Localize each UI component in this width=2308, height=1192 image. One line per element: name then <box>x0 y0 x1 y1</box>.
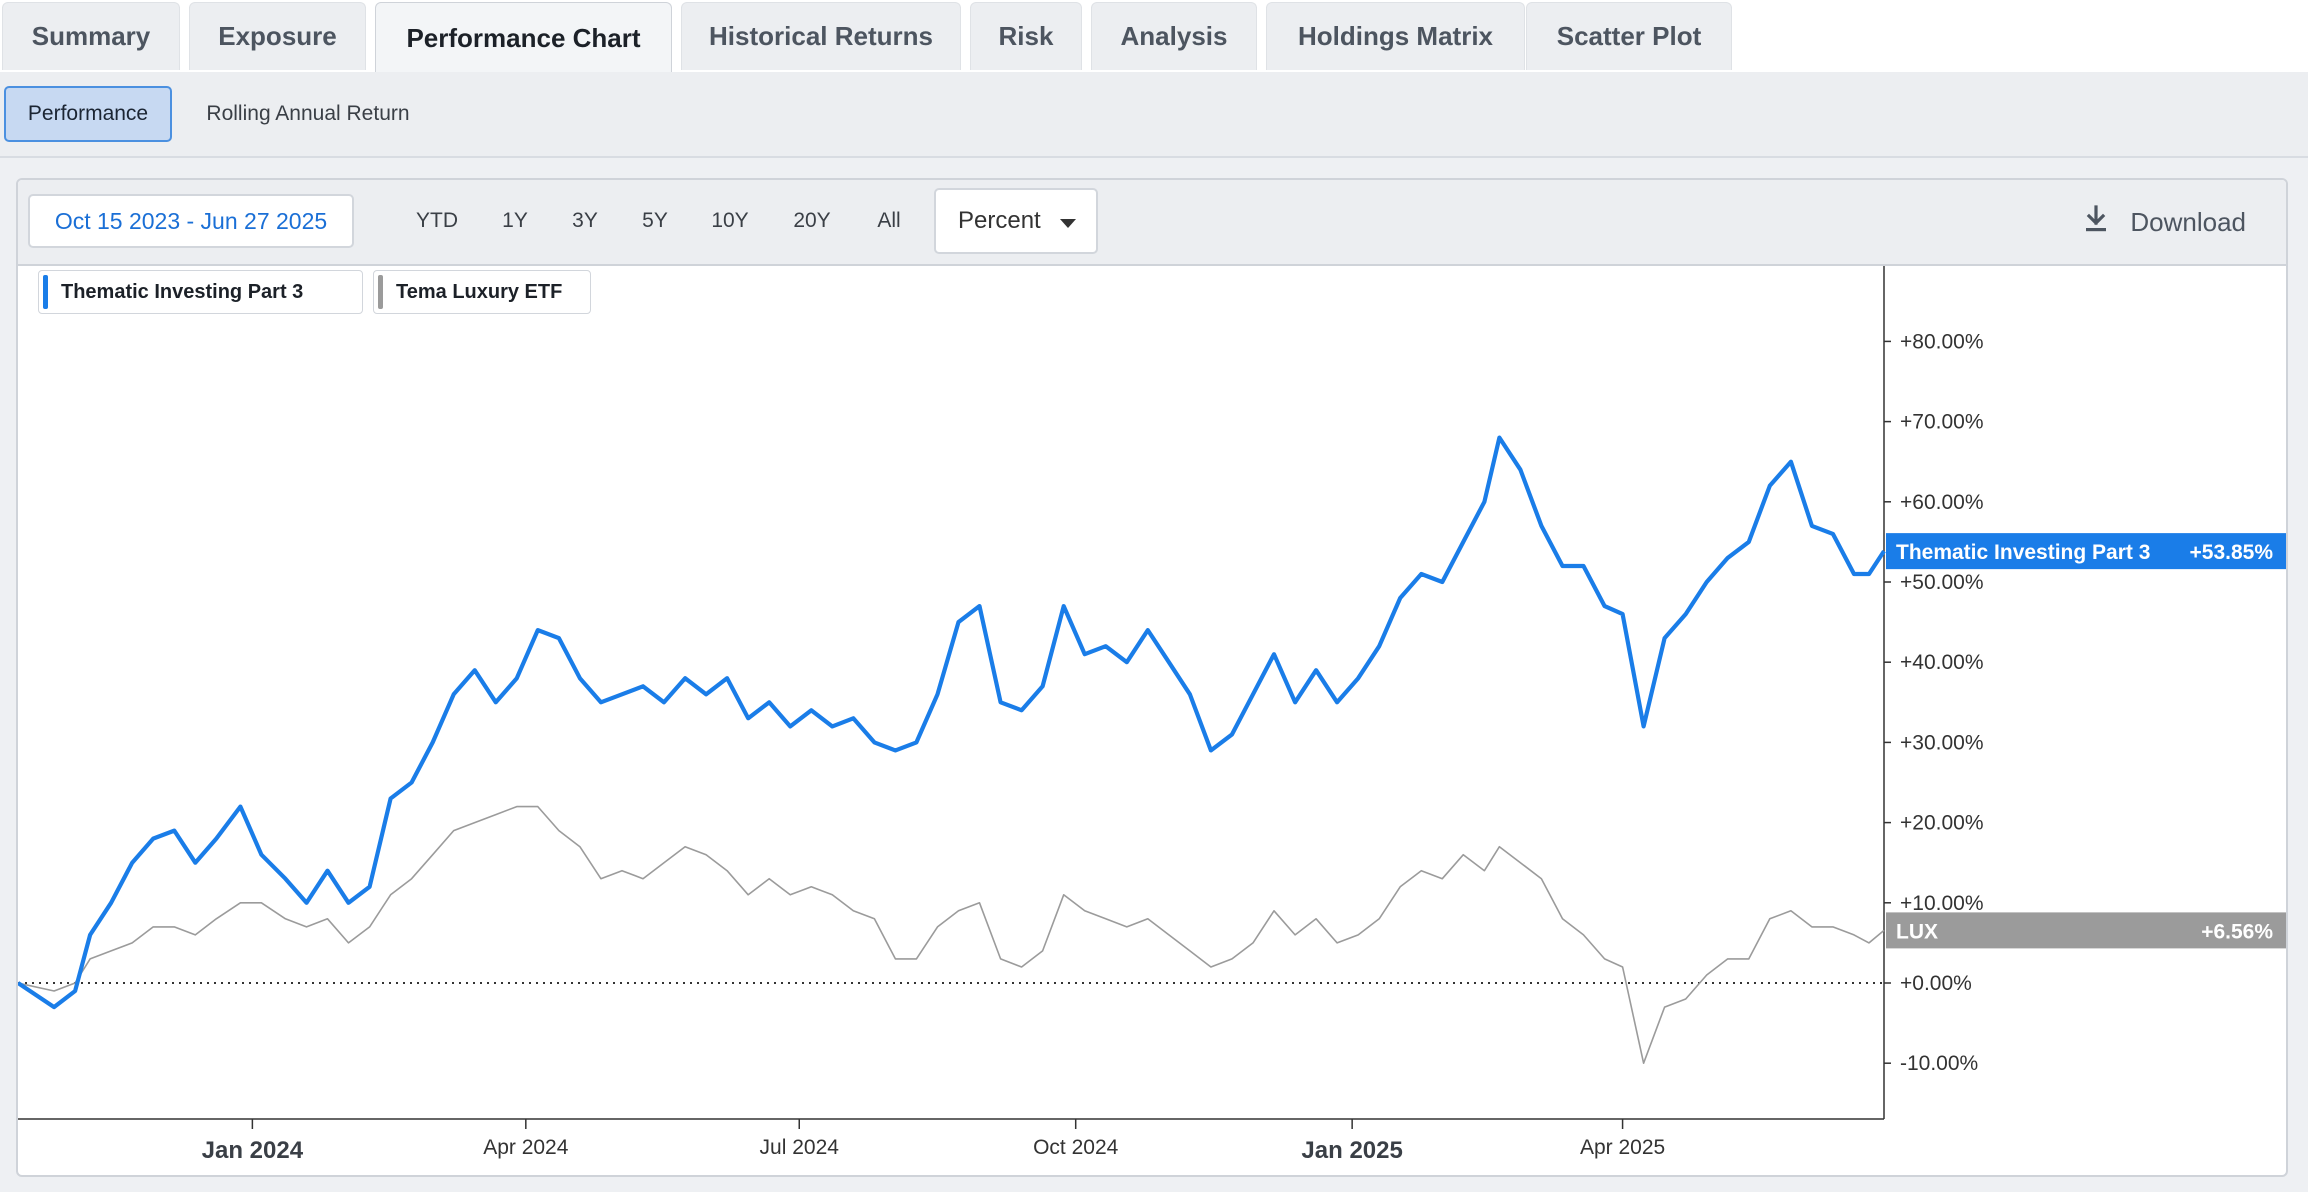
tab-risk[interactable]: Risk <box>970 2 1082 70</box>
last-value-tag-thematic-investing: Thematic Investing Part 3 +53.85% <box>1886 533 2286 570</box>
series-line-thematic-investing <box>18 435 1886 1010</box>
performance-line-chart: -10.00% +0.00% +10.00% +20.00% +30.00% +40.00… <box>18 266 2286 1164</box>
last-value-tag-value: +53.85% <box>2190 541 2274 564</box>
y-tick-label: +20.00% <box>1900 812 1984 835</box>
last-value-tag-value: +6.56% <box>2201 920 2273 943</box>
legend-label: Tema Luxury ETF <box>396 280 563 303</box>
tab-historical-returns[interactable]: Historical Returns <box>681 2 961 70</box>
y-tick-label: +30.00% <box>1900 731 1984 754</box>
sub-tab-bar: Performance Rolling Annual Return <box>0 72 2308 158</box>
legend-swatch-blue <box>43 275 48 309</box>
x-tick-label: Apr 2025 <box>1580 1136 1665 1159</box>
tab-performance-chart[interactable]: Performance Chart <box>375 2 672 74</box>
range-1y-button[interactable]: 1Y <box>502 209 528 232</box>
download-button[interactable]: Download <box>2084 194 2246 250</box>
last-value-tag-bg <box>1886 912 2286 949</box>
range-3y-button[interactable]: 3Y <box>572 209 598 232</box>
subtab-rolling-annual-return[interactable]: Rolling Annual Return <box>206 102 410 125</box>
x-tick-label: Apr 2024 <box>483 1136 569 1159</box>
x-tick-label: Jul 2024 <box>760 1136 840 1159</box>
last-value-tag-name: LUX <box>1896 920 1938 943</box>
legend-item-thematic-investing[interactable]: Thematic Investing Part 3 <box>38 270 363 314</box>
range-ytd-button[interactable]: YTD <box>416 209 458 232</box>
chart-panel: Oct 15 2023 - Jun 27 2025 YTD 1Y 3Y 5Y 1… <box>16 178 2288 1177</box>
y-tick-label: -10.00% <box>1900 1052 1978 1075</box>
y-tick-label: +0.00% <box>1900 972 1972 995</box>
unit-select[interactable]: Percent <box>934 188 1098 254</box>
tab-holdings-matrix[interactable]: Holdings Matrix <box>1266 2 1525 70</box>
y-tick-label: +70.00% <box>1900 411 1984 434</box>
tab-summary[interactable]: Summary <box>2 2 180 70</box>
main-tab-bar: Summary Exposure Performance Chart Histo… <box>0 0 2308 74</box>
range-5y-button[interactable]: 5Y <box>642 209 668 232</box>
range-10y-button[interactable]: 10Y <box>711 209 749 232</box>
download-label: Download <box>2130 206 2246 237</box>
x-tick-label: Oct 2024 <box>1033 1136 1119 1159</box>
tab-exposure[interactable]: Exposure <box>189 2 366 70</box>
tab-scatter-plot[interactable]: Scatter Plot <box>1526 2 1732 70</box>
range-20y-button[interactable]: 20Y <box>793 209 831 232</box>
y-tick-label: +50.00% <box>1900 571 1984 594</box>
last-value-tag-name: Thematic Investing Part 3 <box>1896 541 2150 564</box>
caret-down-icon <box>1060 219 1076 228</box>
date-range-picker[interactable]: Oct 15 2023 - Jun 27 2025 <box>28 194 354 248</box>
y-tick-label: +60.00% <box>1900 491 1984 514</box>
series-line-tema-luxury <box>18 805 1885 1065</box>
download-icon <box>2084 204 2108 240</box>
subtab-performance[interactable]: Performance <box>4 86 172 142</box>
last-value-tag-bg <box>1886 533 2286 570</box>
x-tick-label: Jan 2024 <box>202 1137 304 1164</box>
x-tick-label: Jan 2025 <box>1301 1137 1402 1164</box>
y-tick-label: +80.00% <box>1900 330 1984 353</box>
legend-swatch-gray <box>378 275 383 309</box>
legend-label: Thematic Investing Part 3 <box>61 280 304 303</box>
range-all-button[interactable]: All <box>877 209 901 232</box>
last-value-tag-lux: LUX +6.56% <box>1886 912 2286 949</box>
unit-select-value: Percent <box>958 207 1041 234</box>
legend-item-tema-luxury[interactable]: Tema Luxury ETF <box>373 270 591 314</box>
y-tick-label: +40.00% <box>1900 651 1984 674</box>
tab-analysis[interactable]: Analysis <box>1091 2 1257 70</box>
chart-toolbar: Oct 15 2023 - Jun 27 2025 YTD 1Y 3Y 5Y 1… <box>18 180 2286 266</box>
y-tick-label: +10.00% <box>1900 892 1984 915</box>
